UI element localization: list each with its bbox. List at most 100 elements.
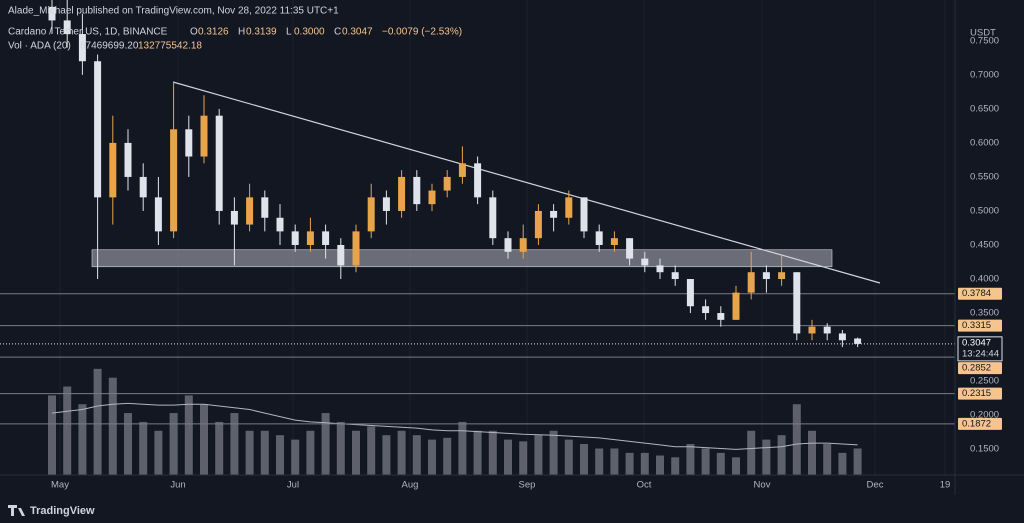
candle-body	[109, 142, 117, 198]
candle-body	[398, 176, 406, 211]
volume-bar	[154, 430, 163, 475]
candle-body	[443, 176, 451, 191]
volume-bar	[732, 457, 740, 475]
candle-body	[215, 115, 223, 211]
candle-body	[854, 338, 862, 344]
candle-body	[94, 61, 102, 198]
candle-body	[200, 115, 208, 157]
y-tick-label: 0.1500	[970, 444, 999, 455]
volume-bar	[169, 413, 178, 475]
candle-body	[276, 217, 284, 232]
candle-body	[428, 190, 436, 205]
volume-name: Vol · ADA (20)	[8, 41, 71, 52]
candle-body	[306, 231, 314, 245]
volume-bar	[306, 430, 315, 475]
x-tick-label: Aug	[402, 480, 419, 491]
candle-body	[656, 265, 664, 273]
volume-bar	[671, 457, 680, 475]
volume-bar	[564, 439, 573, 475]
price-axis	[955, 0, 1024, 495]
y-tick-label: 0.4500	[970, 240, 999, 251]
ohlc-key: C	[334, 27, 341, 38]
volume-bar	[625, 452, 634, 475]
price-line-tag	[958, 387, 1002, 400]
candle-body	[78, 34, 86, 62]
volume-bar	[762, 439, 771, 475]
candle-body	[747, 272, 755, 293]
volume-value: 67469699.20	[80, 41, 139, 52]
current-price-label: 0.3047	[962, 337, 991, 348]
candle-body	[732, 292, 740, 320]
candle-body	[413, 176, 421, 205]
x-tick-label: 19	[940, 480, 951, 491]
volume-bar	[686, 444, 695, 475]
y-tick-label: 0.6500	[970, 103, 999, 114]
change: −0.0079 (−2.53%)	[382, 27, 462, 38]
price-line-tag	[958, 362, 1002, 375]
candle-body	[367, 197, 375, 232]
candle-body	[641, 258, 649, 266]
volume-bar	[412, 435, 421, 475]
volume-bar	[124, 413, 132, 475]
volume-bar	[595, 448, 604, 475]
axis-title: USDT	[970, 28, 996, 39]
volume-bar	[93, 368, 102, 475]
x-tick-label: Jun	[170, 480, 185, 491]
footer-brand: TradingView	[30, 505, 95, 517]
ohlc-value: 0.3139	[246, 27, 277, 38]
candle-body	[63, 20, 71, 35]
candles	[48, 0, 862, 348]
volume-bar	[853, 448, 862, 475]
candle-body	[793, 272, 801, 334]
volume-bar	[716, 452, 725, 475]
volume-bar	[321, 413, 330, 475]
candle-body	[778, 272, 786, 280]
candle-body	[48, 6, 56, 21]
volume-bar	[519, 441, 528, 475]
candle-body	[580, 197, 588, 232]
price-line-tag	[958, 417, 1002, 430]
ohlc-key: L	[286, 27, 292, 38]
volume-bar	[838, 452, 847, 475]
volume-bar	[352, 430, 360, 475]
candle-body	[489, 197, 497, 239]
x-tick-label: May	[51, 480, 69, 491]
candle-body	[291, 231, 299, 245]
ohlc-key: H	[238, 27, 245, 38]
x-tick-label: Dec	[867, 480, 884, 491]
candle-body	[717, 313, 725, 320]
volume-bar	[458, 421, 467, 475]
y-tick-label: 0.4000	[970, 274, 999, 285]
ohlc-value: 0.3000	[294, 27, 325, 38]
candle-body	[808, 326, 816, 334]
x-tick-label: Sep	[519, 480, 536, 491]
x-tick-label: Jul	[287, 480, 299, 491]
ohlc-value: 0.3047	[342, 27, 373, 38]
y-tick-label: 0.5000	[970, 205, 999, 216]
footer	[0, 496, 1024, 523]
axis-labels: 0.1500 0.2000 0.2500 0.3500 0.4000 0.4500 0.50…	[51, 35, 1003, 491]
y-tick-label: 0.7000	[970, 69, 999, 80]
price-line-tag	[958, 287, 1002, 300]
candle-body	[595, 231, 603, 245]
volume-bar	[656, 455, 664, 475]
price-line-label: 0.2852	[962, 363, 991, 374]
volume-bar	[792, 404, 801, 475]
price-lines	[0, 293, 955, 425]
volume-bar	[382, 435, 391, 475]
price-line-label: 0.2315	[962, 388, 991, 399]
volume-bar	[823, 444, 832, 475]
candle-body	[504, 238, 512, 252]
y-tick-label: 0.2500	[970, 376, 999, 387]
current-price-tag	[957, 336, 1003, 362]
ohlc-value: 0.3126	[198, 27, 229, 38]
volume-bar	[108, 377, 117, 475]
volume-bar	[184, 395, 193, 475]
header: Alade_Michael published on TradingView.c…	[8, 6, 339, 17]
candle-body	[474, 163, 482, 198]
candle-body	[671, 272, 679, 280]
candle-body	[246, 197, 254, 225]
candle-body	[550, 210, 558, 218]
volume-bar	[701, 448, 710, 475]
volume-bar	[230, 413, 239, 475]
